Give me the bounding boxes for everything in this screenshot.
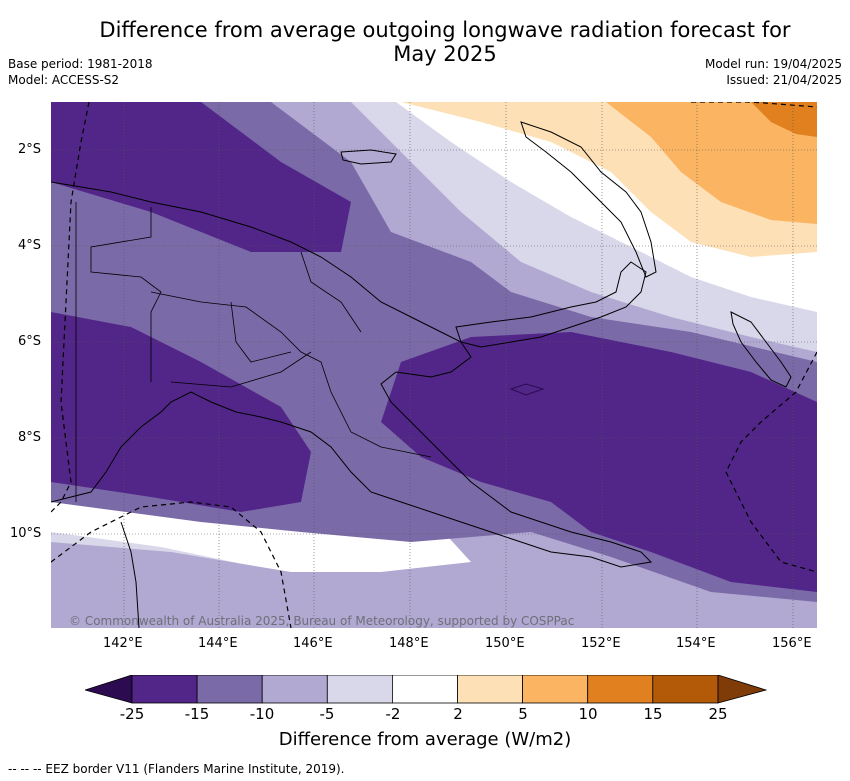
coastlines <box>51 121 792 628</box>
issued-date: Issued: 21/04/2025 <box>726 73 842 87</box>
lon-label-154e: 154°E <box>676 636 716 651</box>
colorbar-tick-2: -10 <box>249 705 275 723</box>
colorbar-tick-5: 2 <box>453 705 463 723</box>
lat-label-4s: 4°S <box>18 238 42 253</box>
colorbar-bin-4 <box>391 675 458 704</box>
lat-label-6s: 6°S <box>18 334 42 349</box>
model-run: Model run: 19/04/2025 <box>704 57 842 71</box>
copyright-notice: © Commonwealth of Australia 2025, Bureau… <box>69 614 574 628</box>
lon-label-150e: 150°E <box>485 636 525 651</box>
colorbar-bins <box>131 675 719 704</box>
new-guinea-coast <box>51 181 653 568</box>
colorbar-under-arrow <box>85 675 133 704</box>
meta-right: Model run: 19/04/2025 Issued: 21/04/2025 <box>705 56 842 88</box>
contour-pos-light <box>606 102 817 224</box>
colorbar-bin-6 <box>522 675 589 704</box>
model-name: Model: ACCESS-S2 <box>8 73 120 87</box>
colorbar-label: Difference from average (W/m2) <box>278 729 572 750</box>
new-ireland-coast <box>520 121 657 278</box>
lat-label-8s: 8°S <box>18 430 42 445</box>
chart-title: Difference from average outgoing longwav… <box>70 18 820 66</box>
eez-southwest <box>51 501 292 628</box>
cape-york-coast <box>120 521 140 628</box>
lon-label-146e: 146°E <box>293 636 333 651</box>
lon-label-156e: 156°E <box>772 636 812 651</box>
colorbar-bin-7 <box>587 675 654 704</box>
lon-label-144e: 144°E <box>198 636 238 651</box>
title-line-2: May 2025 <box>393 42 497 66</box>
colorbar-bin-8 <box>652 675 719 704</box>
lon-label-142e: 142°E <box>103 636 143 651</box>
colorbar-tick-4: -2 <box>385 705 401 723</box>
gridlines <box>51 102 817 628</box>
contour-strong-nw <box>51 102 351 252</box>
province-borders <box>75 202 432 502</box>
contour-pos-mid <box>751 102 817 137</box>
contour-darkest-spot <box>509 383 545 396</box>
colorbar <box>85 675 767 704</box>
meta-left: Base period: 1981-2018 Model: ACCESS-S2 <box>8 56 153 88</box>
lon-label-148e: 148°E <box>389 636 429 651</box>
title-line-1: Difference from average outgoing longwav… <box>99 18 791 42</box>
colorbar-over-arrow <box>717 675 767 704</box>
colorbar-bin-0 <box>131 675 198 704</box>
colorbar-tick-6: 5 <box>518 705 528 723</box>
colorbar-tick-1: -15 <box>184 705 210 723</box>
eez-borders <box>51 102 817 628</box>
base-period: Base period: 1981-2018 <box>8 57 153 71</box>
colorbar-tick-9: 25 <box>708 705 728 723</box>
colorbar-bin-3 <box>326 675 393 704</box>
contour-strong-east <box>381 332 817 592</box>
contour-strong-sw <box>51 312 311 512</box>
lat-label-10s: 10°S <box>10 526 42 541</box>
colorbar-bin-2 <box>261 675 328 704</box>
colorbar-tick-0: -25 <box>119 705 145 723</box>
colorbar-tick-3: -5 <box>319 705 335 723</box>
manus-island <box>340 149 397 165</box>
eez-east <box>725 351 817 573</box>
colorbar-tick-8: 15 <box>643 705 663 723</box>
lat-label-2s: 2°S <box>18 142 42 157</box>
colorbar-tick-7: 10 <box>578 705 598 723</box>
lon-label-152e: 152°E <box>581 636 621 651</box>
new-britain-coast <box>455 261 647 348</box>
eez-legend-note: -- -- -- EEZ border V11 (Flanders Marine… <box>8 762 345 776</box>
olr-anomaly-map: © Commonwealth of Australia 2025, Bureau… <box>51 102 817 628</box>
colorbar-bin-1 <box>196 675 263 704</box>
colorbar-bin-5 <box>457 675 523 704</box>
bougainville-coast <box>730 311 792 388</box>
